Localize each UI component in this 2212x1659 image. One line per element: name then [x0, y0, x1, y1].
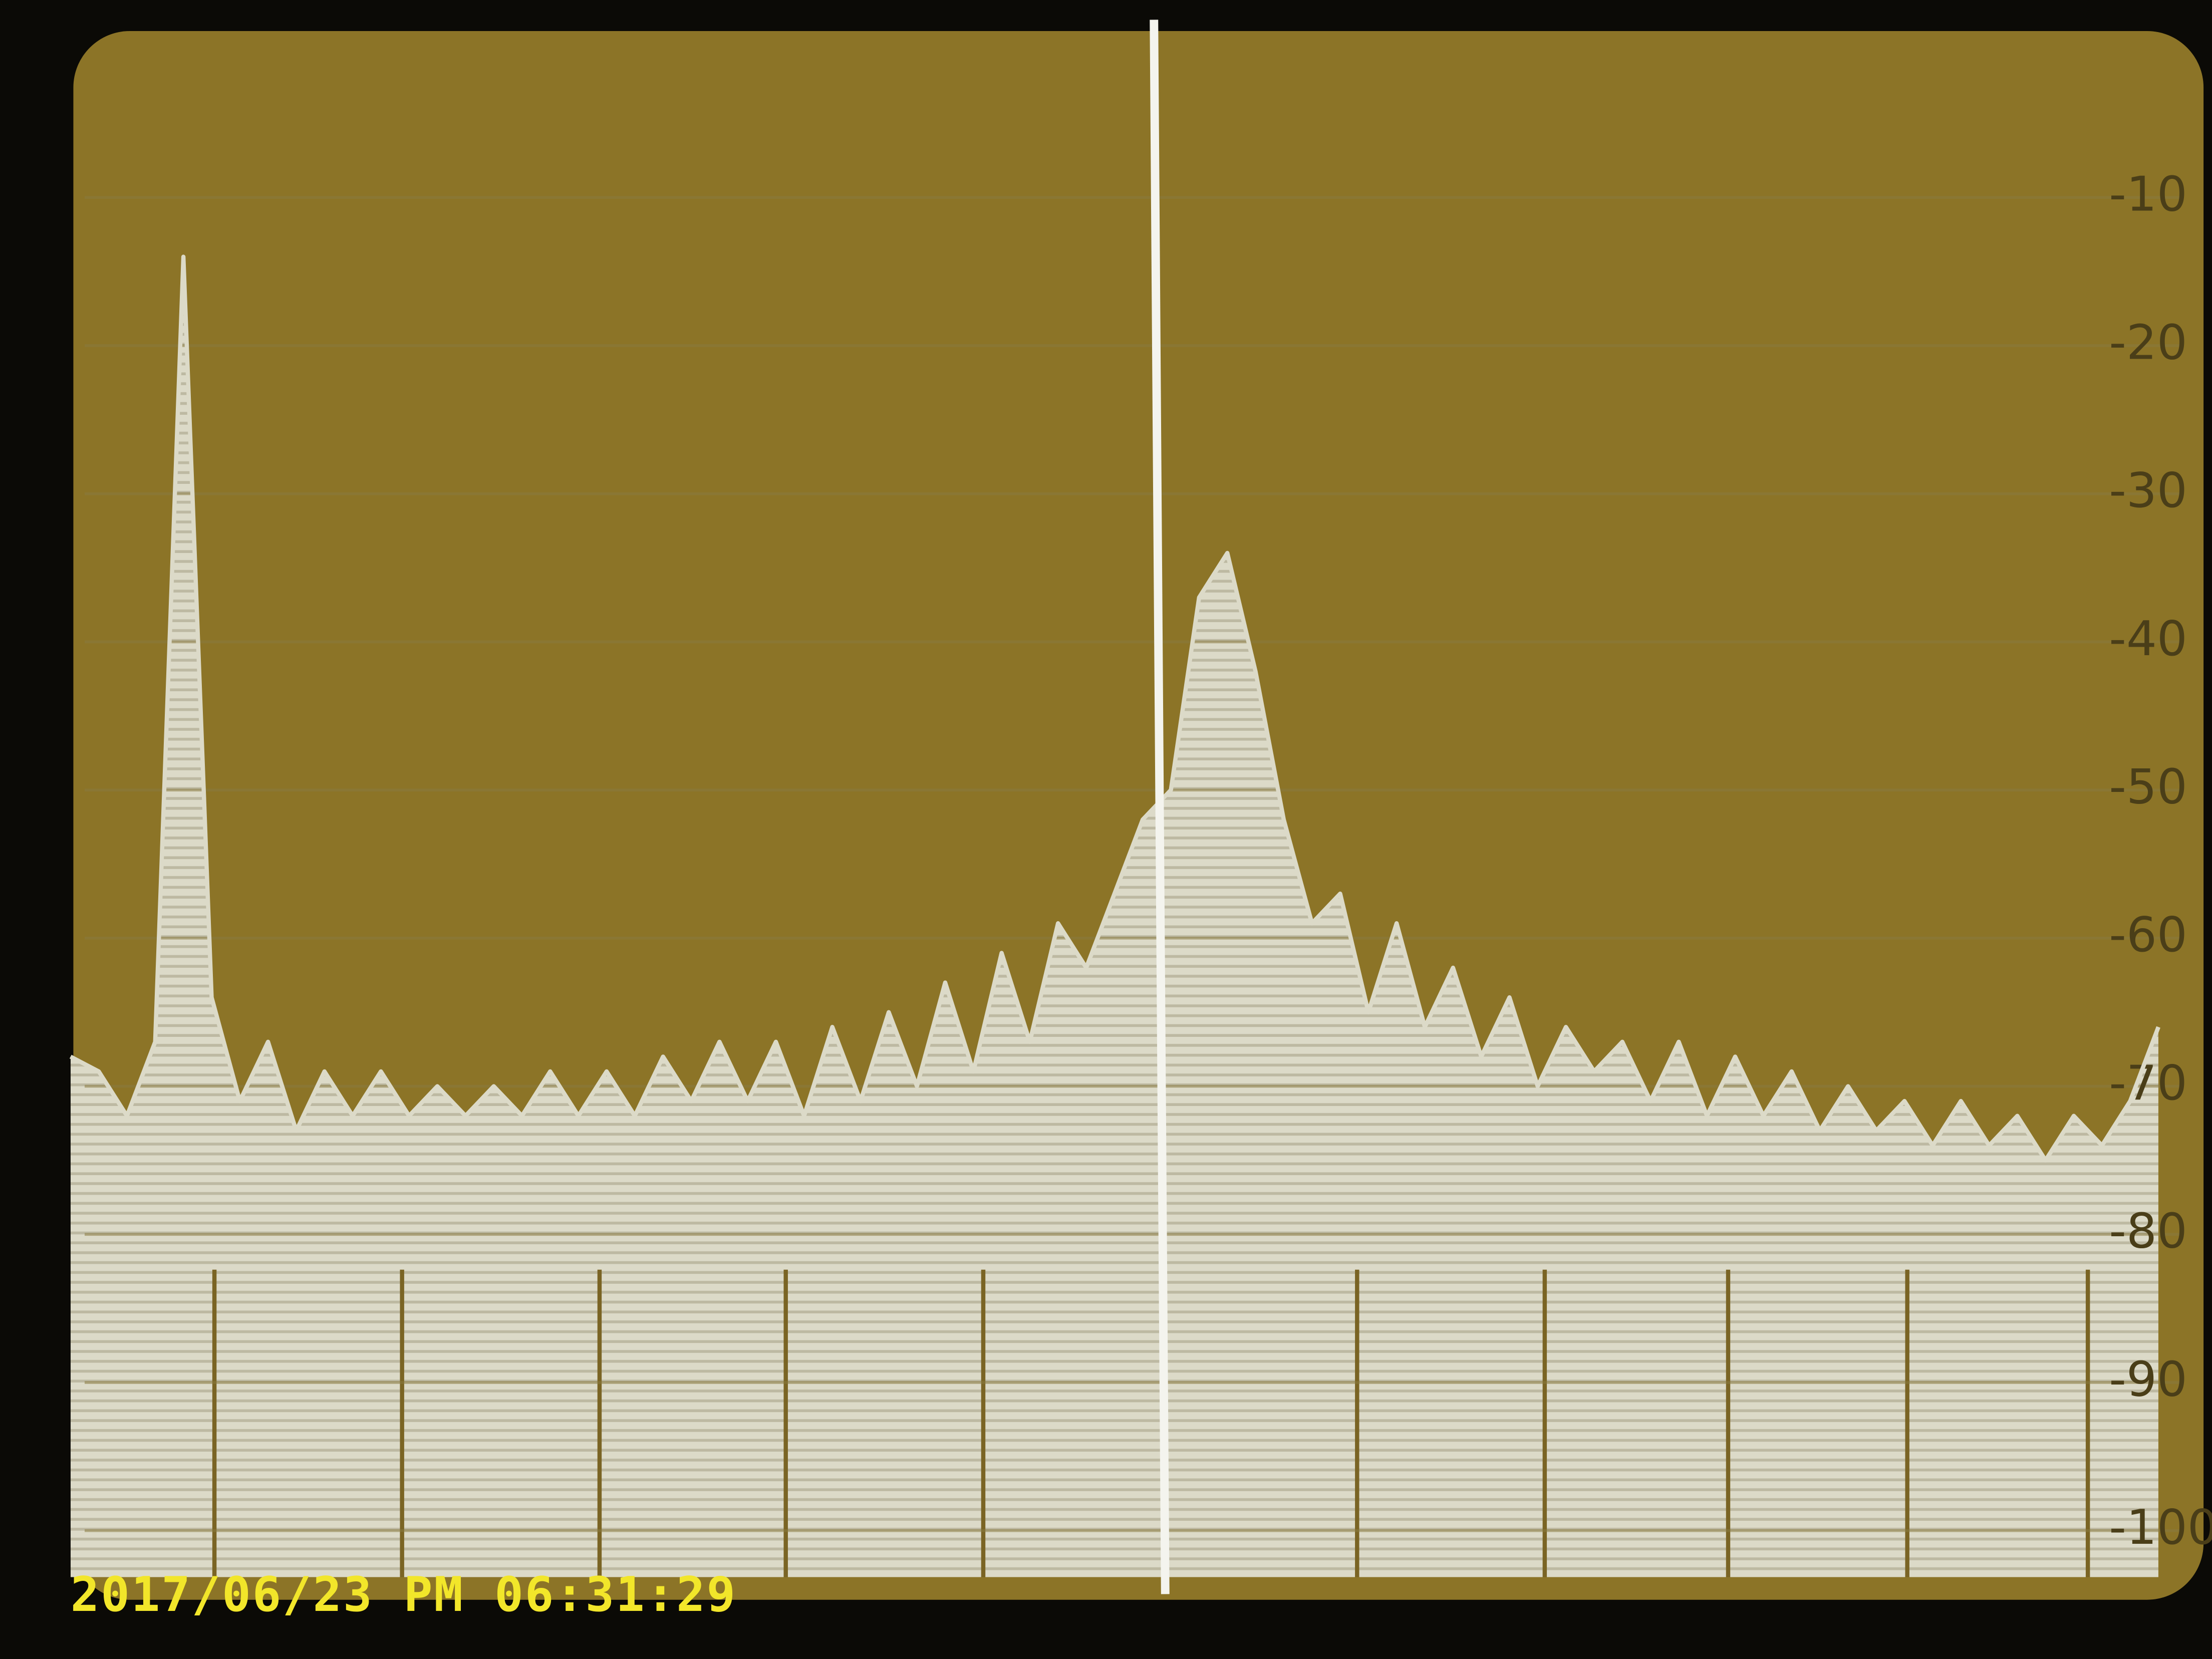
y-tick-label: -70	[2109, 1055, 2187, 1111]
y-tick-label: -10	[2109, 166, 2187, 222]
y-tick-label: -60	[2109, 907, 2187, 963]
y-tick-label: -100	[2109, 1499, 2212, 1555]
trace	[69, 254, 2160, 1163]
vertical-grid	[212, 1269, 2090, 1577]
y-tick-label: -30	[2109, 462, 2187, 518]
y-tick-label: -40	[2109, 611, 2187, 667]
center-marker	[1150, 20, 1170, 1594]
y-tick-label: -20	[2109, 314, 2187, 370]
y-tick-label: -80	[2109, 1203, 2187, 1259]
y-tick-label: -90	[2109, 1351, 2187, 1407]
y-tick-label: -50	[2109, 759, 2187, 815]
timestamp: 2017/06/23 PM 06:31:29	[71, 1566, 737, 1622]
